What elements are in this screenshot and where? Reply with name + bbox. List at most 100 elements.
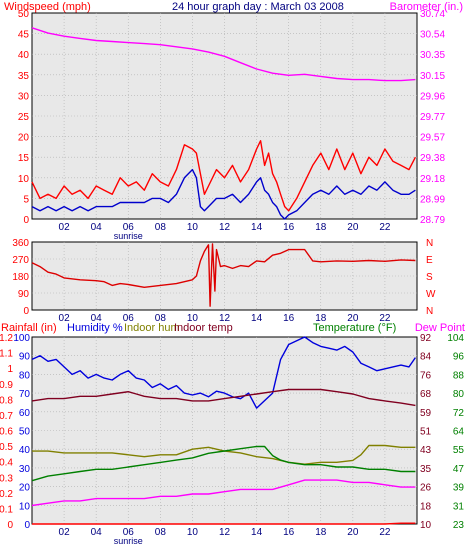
humidity-axis-tick: 80 [19, 370, 31, 381]
compass-axis-tick: E [426, 255, 433, 266]
compass-axis-tick: S [426, 272, 433, 283]
wind-axis-tick: 35 [18, 71, 30, 82]
baro-axis-tick: 29.57 [420, 133, 445, 144]
dew-point-line [31, 479, 416, 507]
humidity-axis-title: Humidity % [67, 322, 123, 334]
indoor-temp-label: Indoor temp [174, 322, 233, 334]
wind-axis-tick: 45 [18, 30, 30, 41]
indoor-hum-line [32, 444, 416, 465]
humidity-axis-tick: 50 [19, 427, 31, 438]
temp-axis-tick: 92 [420, 333, 432, 344]
sunrise-label: sunrise [114, 536, 143, 546]
x-tick-label: 20 [347, 527, 359, 538]
rain-axis-tick: 0.1 [0, 504, 13, 515]
rain-axis-tick: 0.7 [0, 411, 13, 422]
baro-axis-tick: 29.77 [420, 112, 445, 123]
dir-axis-tick: 0 [23, 306, 29, 317]
dew-axis-tick: 88 [453, 370, 465, 381]
dew-axis-tick: 64 [453, 427, 465, 438]
temp-axis-tick: 51 [420, 427, 432, 438]
dew-axis-tick: 39 [453, 483, 465, 494]
baro-axis-tick: 30.15 [420, 71, 445, 82]
wind-axis-title: Windspeed (mph) [4, 1, 91, 13]
dew-axis-tick: 23 [453, 520, 465, 531]
indoor-temp-line [31, 388, 416, 407]
x-tick-label: 10 [187, 527, 199, 538]
baro-axis-title: Barometer (in.) [390, 1, 463, 13]
x-tick-label: 04 [91, 527, 103, 538]
x-tick-label: 14 [251, 527, 263, 538]
wind-axis-tick: 10 [18, 174, 30, 185]
humidity-axis-tick: 40 [19, 445, 31, 456]
x-tick-label: 08 [155, 527, 167, 538]
rain-axis-tick: 0.9 [0, 380, 13, 391]
rain-axis-tick: 0.4 [0, 458, 13, 469]
dir-axis-tick: 90 [18, 289, 30, 300]
x-tick-label: 12 [219, 222, 231, 233]
temp-axis-tick: 59 [420, 408, 432, 419]
x-tick-label: 16 [283, 222, 295, 233]
humidity-axis-tick: 0 [24, 520, 30, 531]
dir-axis-tick: 270 [12, 255, 29, 266]
x-tick-label: 16 [283, 313, 295, 324]
rain-axis-tick: 1.1 [0, 349, 13, 360]
x-tick-label: 06 [123, 313, 135, 324]
humidity-axis-tick: 70 [19, 389, 31, 400]
temp-axis-tick: 10 [420, 520, 432, 531]
temp-axis-tick: 43 [420, 445, 432, 456]
humidity-axis-tick: 30 [19, 464, 31, 475]
x-tick-label: 12 [219, 313, 231, 324]
humidity-axis-tick: 90 [19, 352, 31, 363]
rain-axis-tick: 0.5 [0, 442, 13, 453]
dew-axis-tick: 31 [453, 501, 465, 512]
chart-title: 24 hour graph day : March 03 2008 [172, 1, 344, 13]
baro-axis-tick: 30.74 [420, 9, 445, 20]
sunrise-label: sunrise [114, 231, 143, 241]
humidity-line [31, 336, 416, 409]
humidity-axis-tick: 60 [19, 408, 31, 419]
x-tick-layer: 02 04 06 08 10 12 14 16 18 20 22 sunrise 02 04 06 08 10 1… [59, 222, 391, 546]
x-tick-label: 16 [283, 527, 295, 538]
x-tick-label: 12 [219, 527, 231, 538]
x-tick-label: 14 [251, 222, 263, 233]
x-tick-label: 20 [347, 313, 359, 324]
compass-axis-tick: W [426, 289, 436, 300]
x-tick-label: 04 [91, 222, 103, 233]
temp-axis-tick: 26 [420, 483, 432, 494]
compass-axis-tick: N [426, 306, 433, 317]
wind-axis-tick: 20 [18, 133, 30, 144]
x-tick-label: 10 [187, 313, 199, 324]
dir-axis-tick: 180 [12, 272, 29, 283]
rain-axis-tick: 0.3 [0, 473, 13, 484]
dew-axis-tick: 47 [453, 464, 465, 475]
wind-axis-tick: 15 [18, 153, 30, 164]
humidity-axis-tick: 10 [19, 501, 31, 512]
temp-axis-tick: 76 [420, 370, 432, 381]
dew-axis-tick: 96 [453, 352, 465, 363]
x-tick-label: 10 [187, 222, 199, 233]
baro-axis-tick: 28.99 [420, 194, 445, 205]
windspeed-average-line [31, 168, 416, 220]
humidity-axis-tick: 20 [19, 483, 31, 494]
x-tick-label: 08 [155, 313, 167, 324]
humidity-axis-tick: 100 [13, 333, 30, 344]
rainfall-in-line [32, 522, 416, 525]
baro-axis-tick: 30.35 [420, 50, 445, 61]
x-tick-label: 14 [251, 313, 263, 324]
x-tick-label: 02 [59, 527, 71, 538]
dew-axis-tick: 72 [453, 408, 465, 419]
wind-axis-tick: 5 [23, 194, 29, 205]
x-tick-label: 22 [379, 313, 391, 324]
baro-axis-tick: 29.96 [420, 91, 445, 102]
x-tick-label: 06 [123, 527, 135, 538]
windspeed-mph-line [31, 140, 417, 212]
rain-axis-tick: 0.8 [0, 395, 13, 406]
axis-layer: 0510152025303540455028.7928.9929.1829.38… [0, 9, 464, 531]
series-layer [31, 27, 417, 525]
temp-axis-tick: 84 [420, 352, 432, 363]
indoor-hum-label: Indoor hum [124, 322, 180, 334]
x-tick-label: 02 [59, 222, 71, 233]
rain-axis-tick: 1.2 [0, 333, 13, 344]
